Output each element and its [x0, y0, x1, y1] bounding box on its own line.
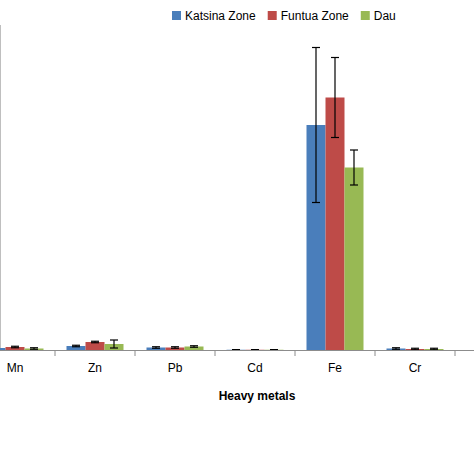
bar	[406, 349, 425, 350]
x-tick-label: Cr	[409, 361, 422, 375]
error-cap	[152, 346, 160, 347]
x-tick-label: Zn	[88, 361, 102, 375]
bar	[345, 168, 364, 351]
x-tick	[295, 350, 296, 356]
x-tick	[375, 350, 376, 356]
error-cap	[430, 348, 438, 349]
error-bar	[152, 347, 160, 349]
error-bar	[232, 349, 240, 350]
bar	[246, 349, 265, 350]
legend-label: Funtua Zone	[281, 9, 349, 23]
error-bar	[312, 48, 320, 203]
error-cap	[171, 346, 179, 347]
error-stem	[334, 58, 335, 138]
legend-swatch	[172, 11, 181, 20]
bar	[86, 342, 105, 350]
legend-swatch	[268, 11, 277, 20]
x-axis	[0, 350, 474, 351]
error-bar	[430, 348, 438, 350]
error-cap	[232, 349, 240, 350]
error-cap	[232, 349, 240, 350]
error-cap	[30, 349, 38, 350]
error-bar	[91, 341, 99, 343]
error-bar	[411, 348, 419, 350]
error-cap	[411, 348, 419, 349]
x-tick	[455, 350, 456, 356]
error-bar	[350, 150, 358, 185]
error-cap	[270, 349, 278, 350]
error-stem	[113, 340, 114, 348]
error-cap	[171, 348, 179, 349]
bar	[265, 349, 284, 350]
error-cap	[11, 347, 19, 348]
bar	[0, 348, 6, 350]
chart: Mn Zn Pb Cd Fe Cr Heavy metals Katsina Zone Funt…	[0, 0, 474, 474]
error-cap	[331, 57, 339, 58]
error-bar	[171, 347, 179, 349]
error-cap	[91, 342, 99, 343]
bar	[67, 346, 86, 350]
bar	[25, 349, 44, 351]
bar	[6, 347, 25, 350]
bar	[147, 348, 166, 351]
error-cap	[110, 347, 118, 348]
error-cap	[312, 202, 320, 203]
x-tick	[55, 350, 56, 356]
error-cap	[312, 47, 320, 48]
error-bar	[11, 346, 19, 348]
error-cap	[91, 341, 99, 342]
error-cap	[72, 346, 80, 347]
x-tick	[215, 350, 216, 356]
error-stem	[315, 48, 316, 203]
x-tick-label: Mn	[7, 361, 24, 375]
error-bar	[190, 346, 198, 348]
x-tick-label: Pb	[168, 361, 183, 375]
error-cap	[411, 349, 419, 350]
bar	[166, 348, 185, 351]
error-cap	[152, 348, 160, 349]
error-cap	[72, 345, 80, 346]
x-tick-label: Cd	[247, 361, 262, 375]
error-cap	[110, 339, 118, 340]
error-cap	[30, 347, 38, 348]
legend-label: Katsina Zone	[185, 9, 256, 23]
x-axis-label: Heavy metals	[219, 389, 296, 403]
bars	[0, 48, 444, 351]
x-tick-label: Fe	[328, 361, 342, 375]
error-cap	[430, 349, 438, 350]
x-tick	[135, 350, 136, 356]
y-axis	[0, 25, 1, 350]
bar	[185, 347, 204, 351]
error-cap	[331, 137, 339, 138]
error-cap	[392, 349, 400, 350]
error-cap	[251, 349, 259, 350]
bar	[227, 349, 246, 350]
error-cap	[350, 149, 358, 150]
error-bar	[72, 345, 80, 347]
error-cap	[350, 184, 358, 185]
error-cap	[392, 347, 400, 348]
bar	[387, 349, 406, 351]
legend: Katsina Zone Funtua Zone Dau	[172, 9, 396, 23]
legend-swatch	[361, 11, 370, 20]
error-cap	[270, 349, 278, 350]
error-bar	[270, 349, 278, 350]
error-cap	[11, 346, 19, 347]
error-stem	[353, 150, 354, 185]
bar	[425, 349, 444, 350]
error-bar	[251, 349, 259, 350]
error-cap	[190, 347, 198, 348]
error-cap	[251, 349, 259, 350]
error-cap	[190, 345, 198, 346]
error-bar	[331, 58, 339, 138]
legend-label: Dau	[374, 9, 396, 23]
error-bar	[30, 348, 38, 350]
error-bar	[392, 348, 400, 350]
error-bar	[110, 340, 118, 348]
